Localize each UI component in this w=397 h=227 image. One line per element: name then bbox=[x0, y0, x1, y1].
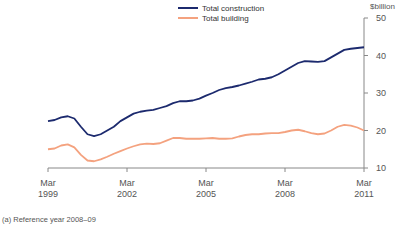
x-tick-label-part: Mar bbox=[198, 178, 214, 188]
x-tick-label: Mar2008 bbox=[275, 178, 295, 199]
series-line bbox=[48, 125, 364, 161]
x-tick-label: Mar1999 bbox=[38, 178, 58, 199]
x-tick-label: Mar2002 bbox=[117, 178, 137, 199]
chart: 1020304050$billionMar1999Mar2002Mar2005M… bbox=[0, 0, 397, 227]
y-axis-label: $billion bbox=[370, 2, 395, 11]
y-tick-label: 30 bbox=[376, 88, 386, 98]
y-tick-label: 40 bbox=[376, 51, 386, 61]
x-tick-label-part: Mar bbox=[40, 178, 56, 188]
x-tick-label-part: 2011 bbox=[354, 189, 373, 199]
x-tick-label-part: Mar bbox=[356, 178, 372, 188]
x-tick-label: Mar2005 bbox=[196, 178, 216, 199]
legend-swatch bbox=[178, 17, 198, 19]
y-tick bbox=[364, 130, 368, 131]
legend-swatch bbox=[178, 7, 198, 9]
x-tick bbox=[206, 168, 207, 172]
legend-label: Total building bbox=[202, 14, 249, 23]
x-tick bbox=[48, 168, 49, 172]
y-tick-label: 50 bbox=[376, 13, 386, 23]
y-tick bbox=[364, 55, 368, 56]
x-tick-label-part: Mar bbox=[119, 178, 135, 188]
x-tick-label-part: 2002 bbox=[117, 189, 137, 199]
x-tick-label-part: 1999 bbox=[38, 189, 58, 199]
x-tick-label-part: 2008 bbox=[275, 189, 295, 199]
x-tick bbox=[127, 168, 128, 172]
y-tick bbox=[364, 168, 368, 169]
x-tick-label: Mar2011 bbox=[354, 178, 373, 199]
x-tick bbox=[364, 168, 365, 172]
x-tick-label-part: 2005 bbox=[196, 189, 216, 199]
y-tick-label: 20 bbox=[376, 126, 386, 136]
y-tick bbox=[364, 18, 368, 19]
legend-label: Total construction bbox=[202, 4, 264, 13]
y-tick-label: 10 bbox=[376, 163, 386, 173]
y-tick bbox=[364, 93, 368, 94]
series-line bbox=[48, 47, 364, 136]
x-tick-label-part: Mar bbox=[277, 178, 293, 188]
x-tick bbox=[285, 168, 286, 172]
footnote: (a) Reference year 2008–09 bbox=[2, 215, 96, 224]
plot-area bbox=[48, 47, 364, 161]
